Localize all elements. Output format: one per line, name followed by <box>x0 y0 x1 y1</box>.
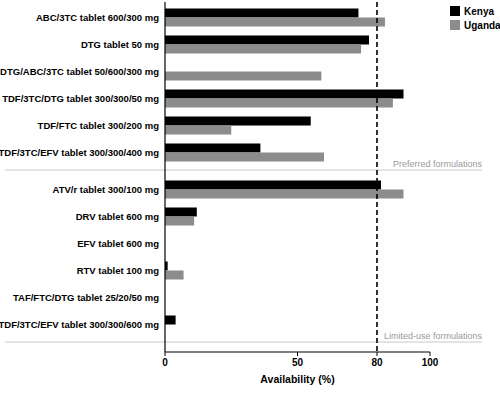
category-label: ABC/3TC tablet 600/300 mg <box>36 12 159 23</box>
bar <box>165 144 260 153</box>
bar <box>165 181 381 190</box>
x-tick <box>297 352 298 356</box>
legend-swatch <box>450 6 460 16</box>
group-separator <box>5 342 482 343</box>
group-label: Limited-use formulations <box>384 331 483 341</box>
bar <box>165 90 404 99</box>
bar <box>165 208 197 217</box>
group-label: Preferred formulations <box>393 159 483 169</box>
category-label: EFV tablet 600 mg <box>77 238 159 249</box>
legend-label: Kenya <box>464 6 494 17</box>
category-label: TDF/FTC tablet 300/200 mg <box>38 120 160 131</box>
category-label: TDF/3TC/EFV tablet 300/300/400 mg <box>0 147 159 158</box>
chart: Preferred formulations Limited-use formul… <box>0 0 500 400</box>
group-separator <box>5 170 482 171</box>
bar <box>165 271 184 280</box>
bar <box>165 99 393 108</box>
bar <box>165 9 358 18</box>
bar <box>165 153 324 162</box>
legend-label: Uganda <box>464 20 500 31</box>
x-tick-label: 0 <box>162 357 168 368</box>
bar <box>165 117 311 126</box>
bar <box>165 72 321 81</box>
category-label: TDF/3TC/DTG tablet 300/300/50 mg <box>2 93 159 104</box>
reference-line <box>376 2 378 352</box>
x-tick <box>165 352 166 356</box>
bar <box>165 126 231 135</box>
x-axis-title: Availability (%) <box>260 373 334 385</box>
bar <box>165 36 369 45</box>
x-tick-label: 100 <box>422 357 439 368</box>
category-label: TAF/FTC/DTG tablet 25/20/50 mg <box>13 292 159 303</box>
category-label: DTG tablet 50 mg <box>81 39 159 50</box>
x-tick <box>430 352 431 356</box>
y-axis-line <box>164 2 165 352</box>
x-tick-label: 50 <box>292 357 304 368</box>
category-label: DRV tablet 600 mg <box>76 211 159 222</box>
category-label: TDF/3TC/EFV tablet 300/300/600 mg <box>0 319 159 330</box>
bar <box>165 190 404 199</box>
category-label: ATV/r tablet 300/100 mg <box>53 184 160 195</box>
bar <box>165 18 385 27</box>
category-label: RTV tablet 100 mg <box>77 265 160 276</box>
x-tick-label: 80 <box>371 357 383 368</box>
category-label: DTG/ABC/3TC tablet 50/600/300 mg <box>0 66 159 77</box>
x-tick <box>377 352 378 356</box>
legend-swatch <box>450 20 460 30</box>
bar <box>165 217 194 226</box>
bar <box>165 45 361 54</box>
bars <box>165 9 404 325</box>
bar <box>165 316 176 325</box>
